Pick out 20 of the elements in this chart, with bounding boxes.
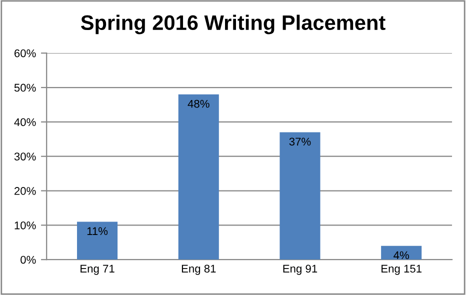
- x-tick-label: Eng 71: [80, 264, 114, 275]
- y-tick-label: 20%: [14, 187, 36, 195]
- x-tick-label: Eng 81: [182, 264, 216, 275]
- y-tick-label: 60%: [14, 49, 36, 58]
- y-tick-label: 0%: [20, 256, 36, 264]
- data-label: 11%: [87, 227, 108, 236]
- bar: [77, 222, 118, 260]
- y-tick-label: 30%: [14, 152, 36, 160]
- data-label: 37%: [289, 138, 311, 146]
- y-tick-label: 10%: [14, 221, 36, 230]
- data-label: 48%: [188, 100, 210, 108]
- y-tick-label: 40%: [14, 118, 36, 126]
- bar: [280, 132, 320, 260]
- bar: [178, 94, 219, 260]
- y-tick-label: 50%: [14, 84, 36, 92]
- bar: [381, 246, 422, 260]
- data-label: 4%: [394, 251, 409, 260]
- chart-title: Spring 2016 Writing Placement: [80, 14, 386, 34]
- x-tick-label: Eng 151: [382, 264, 422, 275]
- x-tick-label: Eng 91: [283, 264, 318, 275]
